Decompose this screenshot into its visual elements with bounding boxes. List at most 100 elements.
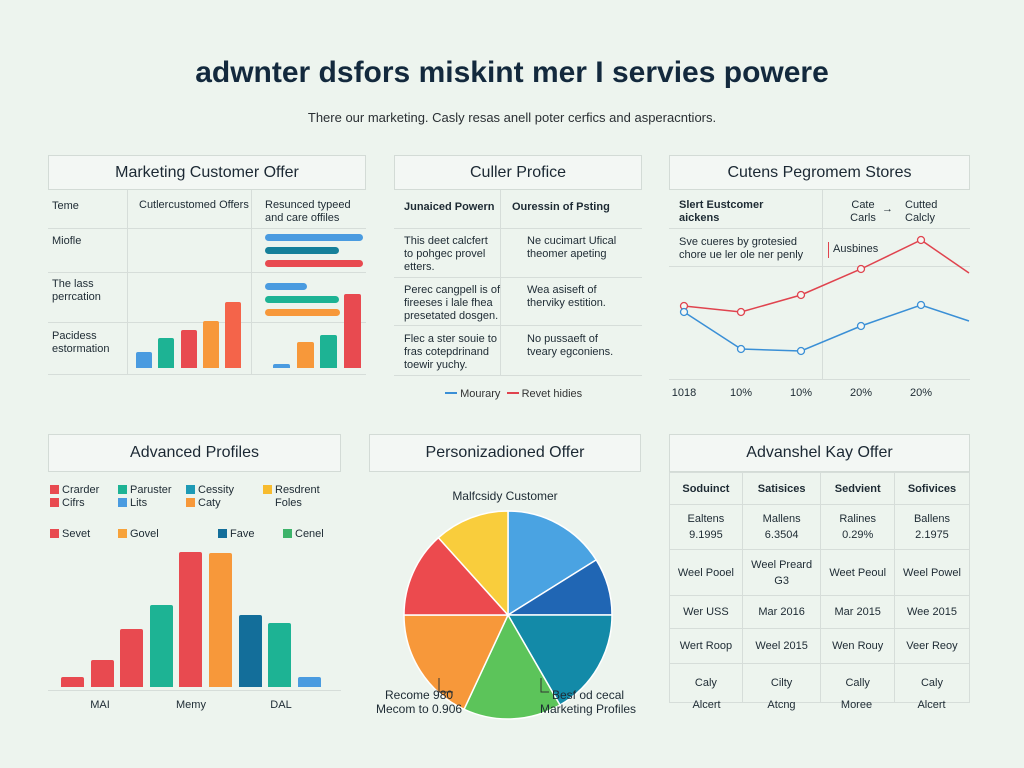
legend-swatch <box>50 498 59 507</box>
bar <box>343 294 361 368</box>
x-tick-label: 10% <box>730 387 752 399</box>
table-cell: Mar 2016 <box>741 595 822 629</box>
table-cell: Weet Peoul <box>820 549 895 596</box>
column-header: Cutlercustomed Offers <box>139 199 249 211</box>
legend-swatch <box>118 485 127 494</box>
legend-swatch <box>118 529 127 538</box>
table-cell: Cally <box>820 663 895 703</box>
column-header: Sedvient <box>820 472 895 505</box>
column-header: Teme <box>52 200 79 212</box>
legend-swatch <box>186 485 195 494</box>
data-point <box>796 346 806 356</box>
legend-item: Sevet <box>50 528 90 541</box>
horizontal-bar <box>265 234 363 241</box>
table-cell: Ralines 0.29% <box>820 504 895 550</box>
table-cell: Weel Preard G3 <box>741 549 822 596</box>
column-header: Cutted Calcly <box>905 199 938 224</box>
bar <box>209 553 232 687</box>
legend-swatch <box>186 498 195 507</box>
table-cell: Wer USS <box>669 595 743 629</box>
x-axis <box>48 690 341 691</box>
table-cell: Perec cangpell is of fireeses i lale fhe… <box>404 284 500 322</box>
row-label: The lass perrcation <box>52 278 101 303</box>
legend-label: Paruster <box>130 484 172 496</box>
bar <box>136 352 152 368</box>
table-cell: Mar 2015 <box>820 595 895 629</box>
legend-label: Crarder <box>62 484 100 496</box>
offer-table: Soduinct Satisices Sedvient Sofivices Ealten… <box>669 472 971 703</box>
data-point <box>916 235 926 245</box>
bar <box>179 552 203 687</box>
data-point <box>856 264 866 274</box>
legend-item: Fave <box>218 528 254 541</box>
bar <box>120 629 144 687</box>
legend: Mourary Revet hidies <box>445 388 582 401</box>
column-header: Resunced typeed and care offiles <box>265 199 351 224</box>
column-header: Slert Eustcomer aickens <box>679 199 764 224</box>
pie-slice <box>507 510 598 617</box>
bar <box>273 364 290 368</box>
x-tick-label: MAI <box>90 699 110 711</box>
legend-item: Caty <box>186 497 221 510</box>
page-subtitle: There our marketing. Casly resas anell p… <box>307 110 717 125</box>
horizontal-bar <box>265 309 341 316</box>
legend-item: Govel <box>118 528 159 541</box>
x-tick-label: DAL <box>270 699 292 711</box>
table-cell: Caly <box>893 663 971 703</box>
divider <box>394 375 642 376</box>
table-cell: This deet calcfert to pohgec provel ette… <box>404 235 488 273</box>
legend-label: Mourary <box>460 388 501 400</box>
table-cell: Mallens 6.3504 <box>741 504 822 550</box>
footer-label: Alcert <box>917 699 946 711</box>
legend-label: Caty <box>198 497 221 509</box>
table-cell: Ballens 2.1975 <box>893 504 971 550</box>
legend-label: Cessity <box>198 484 235 496</box>
panel-title: Cutens Pegromem Stores <box>669 155 970 190</box>
line-series <box>683 304 970 352</box>
pie-slice <box>403 536 510 616</box>
table-cell: No pussaeft of tveary egconiens. <box>527 333 614 358</box>
column-header: Junaiced Powern <box>404 201 495 213</box>
legend-swatch <box>118 498 127 507</box>
legend-label: Foles <box>275 497 302 509</box>
legend-item: Cifrs <box>50 497 85 510</box>
row-label: Pacidess estormation <box>52 330 110 355</box>
bar <box>61 677 84 687</box>
legend-label: Fave <box>230 528 255 540</box>
legend-item: Lits <box>118 497 147 510</box>
table-cell: Cilty <box>741 663 822 703</box>
column-header: Ouressin of Psting <box>512 201 610 213</box>
legend-swatch <box>218 529 227 538</box>
legend-item: Foles <box>263 497 302 510</box>
horizontal-bar <box>265 260 363 267</box>
pie-slice <box>403 614 510 711</box>
table-cell: Caly <box>669 663 743 703</box>
bar <box>202 321 219 368</box>
table-cell: Wea asiseft of therviky estition. <box>527 284 606 309</box>
pie-slice <box>463 613 562 720</box>
x-tick-label: 1018 <box>672 387 696 399</box>
pie-slice <box>437 510 509 617</box>
divider <box>251 190 252 375</box>
pie-chart <box>403 510 613 720</box>
table-cell: Veer Reoy <box>893 628 971 664</box>
table-cell: Weel 2015 <box>741 628 822 664</box>
table-cell: Ne cucimart Ufical theomer apeting <box>527 235 617 260</box>
footer-label: Alcert <box>692 699 721 711</box>
legend-label: Revet hidies <box>521 388 583 400</box>
column-header: Sofivices <box>893 472 971 505</box>
x-tick-label: 10% <box>790 387 812 399</box>
row-label: Miofle <box>52 235 82 247</box>
x-tick-label: 20% <box>850 387 872 399</box>
bar <box>297 677 321 687</box>
legend-label: Cifrs <box>62 497 85 509</box>
legend-item: Crarder <box>50 484 99 497</box>
divider <box>394 228 642 229</box>
pie-leader-line <box>540 678 549 693</box>
bar <box>180 330 197 368</box>
legend-swatch <box>50 485 59 494</box>
legend-item: Paruster <box>118 484 172 497</box>
panel-title: Marketing Customer Offer <box>48 155 366 190</box>
panel-title: Advanced Profiles <box>48 434 341 472</box>
table-row: Wert Roop Weel 2015 Wen Rouy Veer Reoy <box>669 628 971 664</box>
